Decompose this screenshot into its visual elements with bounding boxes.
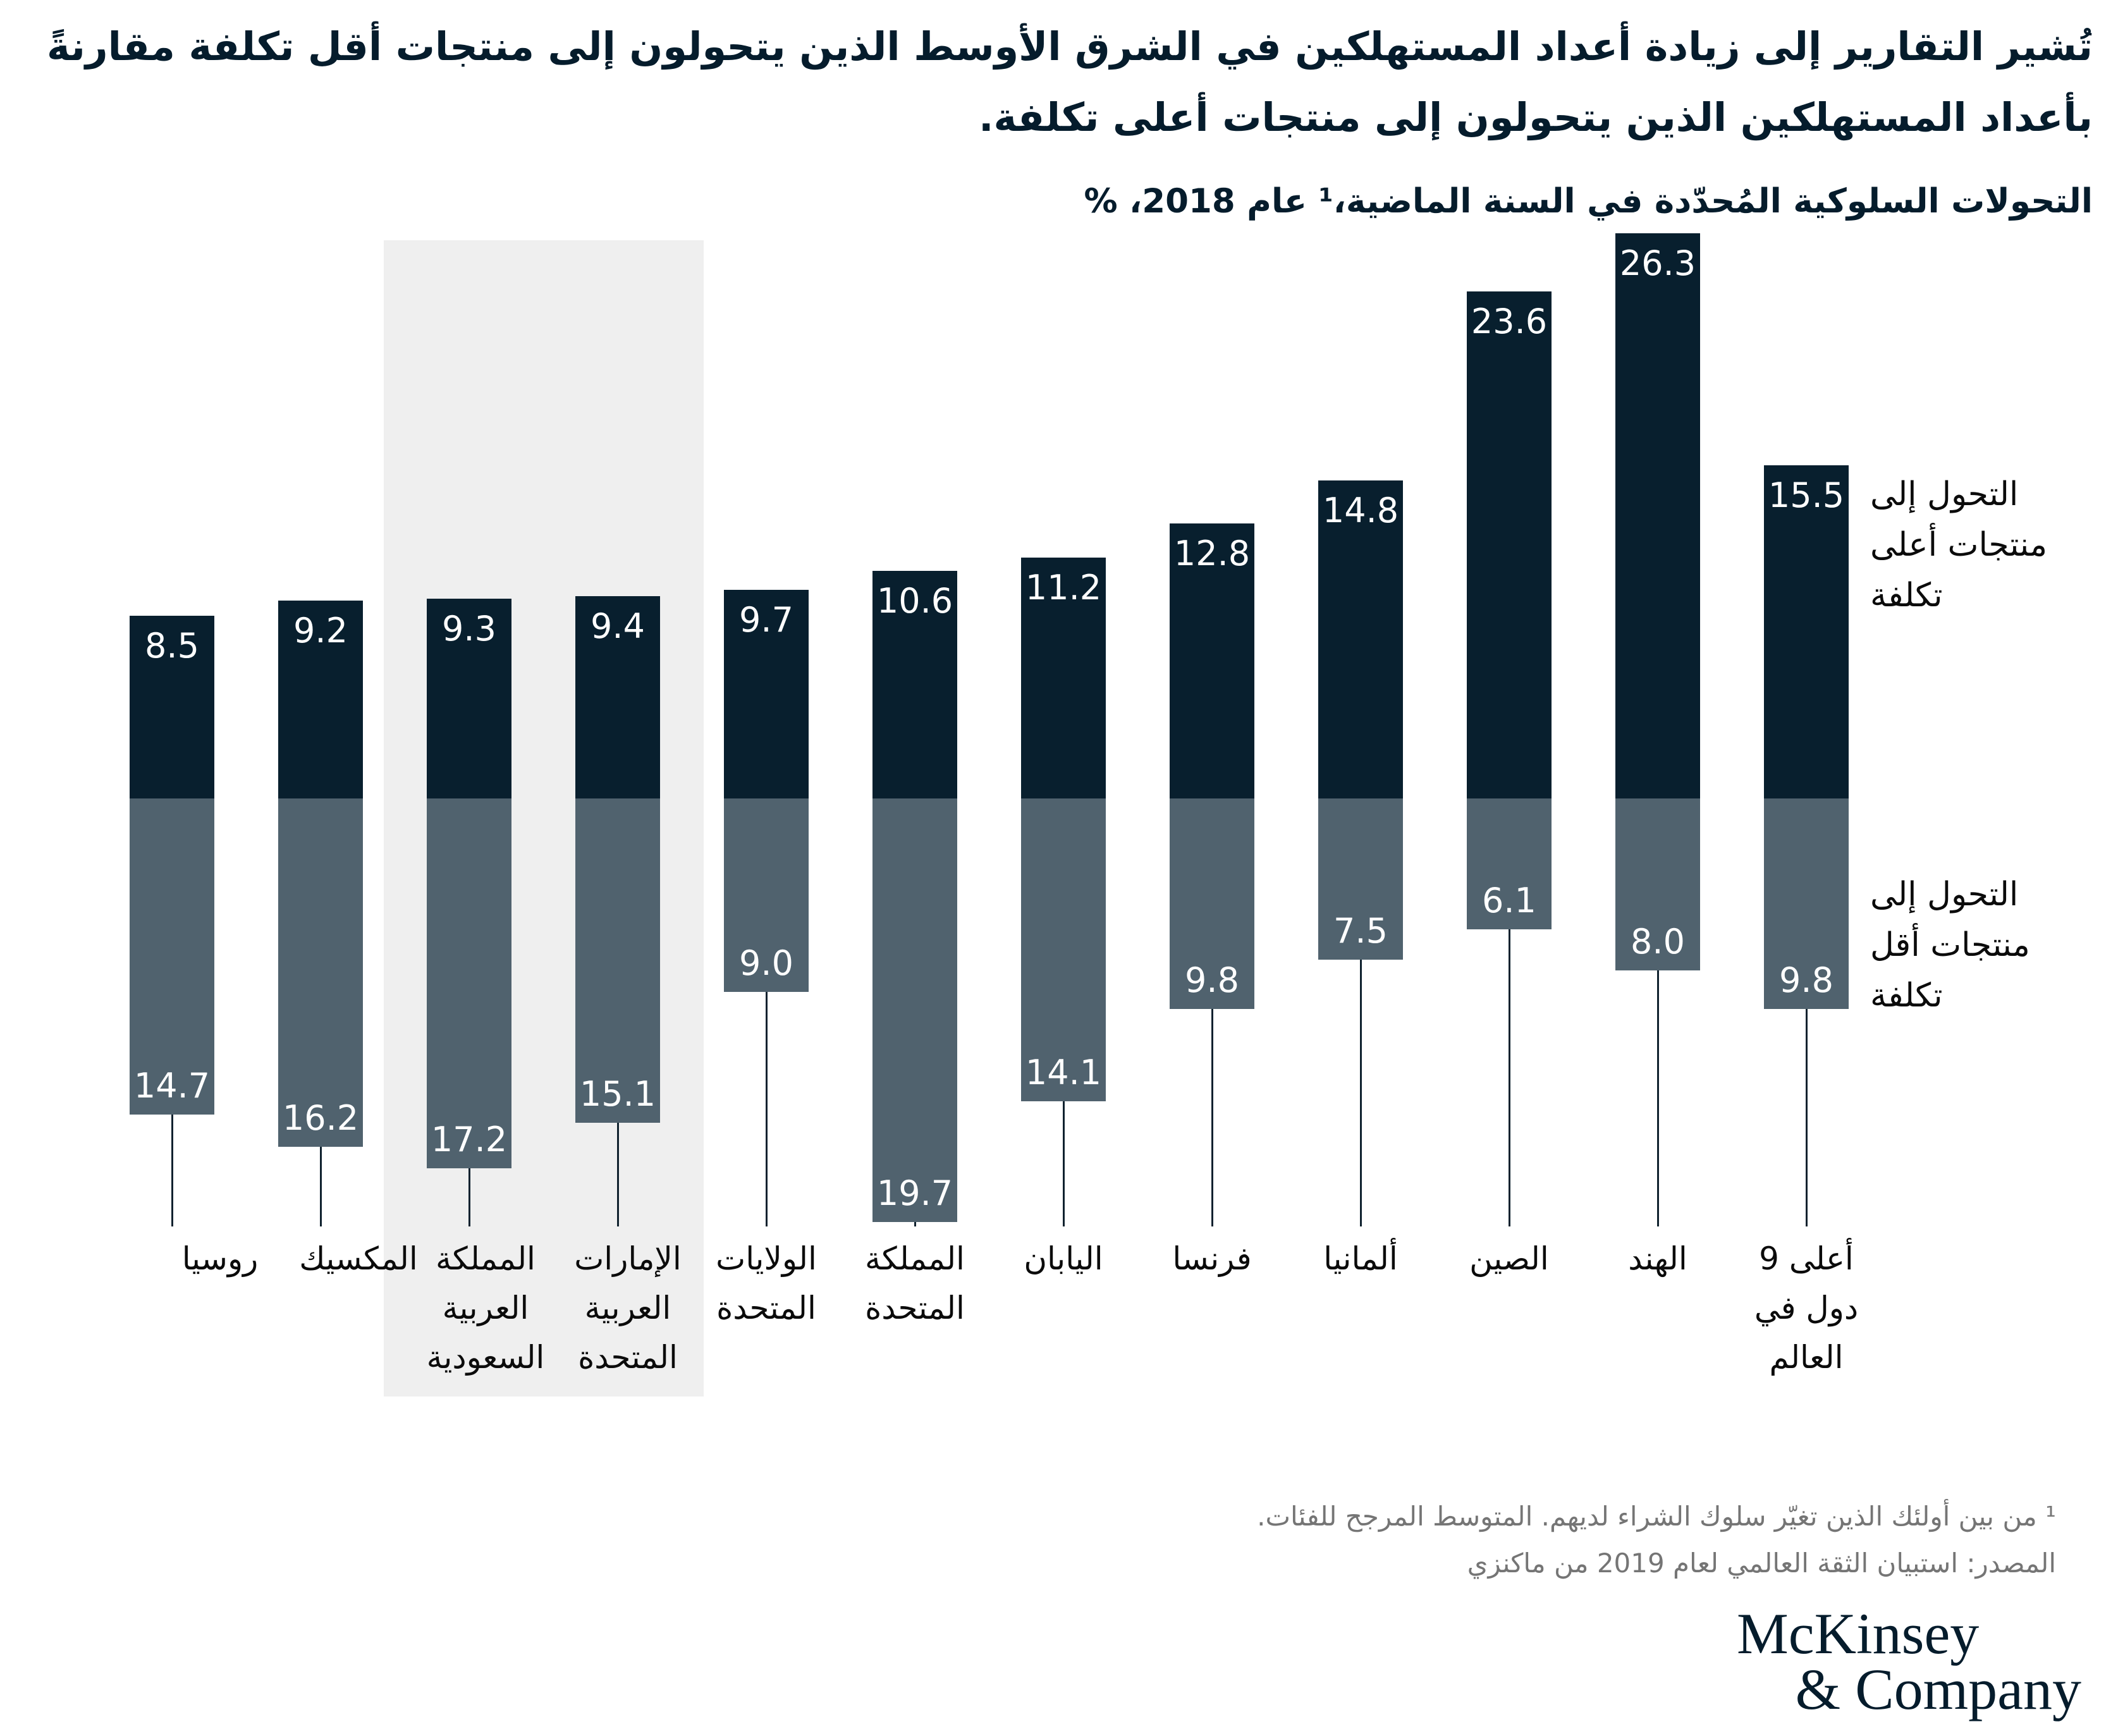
bar-segment-up-russia: 8.5 (130, 616, 214, 798)
bar-segment-up-india: 26.3 (1615, 233, 1700, 798)
category-label-france: فرنسا (1172, 1240, 1252, 1277)
bar-value-up-top-9-world: 15.5 (1768, 475, 1845, 515)
footnotes: ¹ من بين أولئك الذين تغيّر سلوك الشراء ل… (1108, 1493, 2056, 1587)
bar-segment-up-united-kingdom: 10.6 (872, 570, 957, 798)
leader-line-germany (1360, 960, 1362, 1226)
leader-line-united-states (766, 992, 768, 1226)
leader-line-france (1211, 1009, 1213, 1226)
bar-segment-up-saudi-arabia: 9.3 (427, 598, 511, 798)
legend-trade-up: التحول إلى منتجات أعلى تكلفة (1870, 475, 2048, 614)
category-label-united-states: الولايات المتحدة (716, 1240, 817, 1326)
bar-value-up-united-kingdom: 10.6 (876, 580, 953, 621)
leader-line-japan (1063, 1101, 1065, 1226)
bar-segment-up-uae: 9.4 (575, 596, 660, 798)
bar-value-down-japan: 14.1 (1025, 1053, 1102, 1093)
bar-segment-down-russia: 14.7 (130, 798, 214, 1115)
bar-value-down-germany: 7.5 (1333, 911, 1388, 951)
bar-segment-up-france: 12.8 (1170, 523, 1254, 798)
bar-value-down-france: 9.8 (1185, 960, 1239, 1001)
bar-segment-down-india: 8.0 (1615, 798, 1700, 970)
chart-title: تُشير التقارير إلى زيادة أعداد المستهلكي… (47, 23, 2093, 140)
bar-value-down-russia: 14.7 (133, 1065, 211, 1106)
bar-segment-down-united-kingdom: 19.7 (872, 798, 957, 1222)
bar-value-up-saudi-arabia: 9.3 (442, 608, 496, 649)
bar-segment-up-china: 23.6 (1467, 291, 1552, 798)
category-label-germany: ألمانيا (1323, 1240, 1398, 1277)
bar-value-up-japan: 11.2 (1025, 568, 1102, 608)
category-label-uae: الإمارات العربية المتحدة (574, 1240, 682, 1376)
bar-segment-down-japan: 14.1 (1021, 798, 1106, 1102)
bar-segment-up-germany: 14.8 (1318, 480, 1403, 798)
source-text: المصدر: استبيان الثقة العالمي لعام 2019 … (1467, 1548, 2056, 1579)
mckinsey-logo: McKinsey & Company (1737, 1601, 2081, 1721)
category-label-japan: اليابان (1024, 1240, 1103, 1277)
leader-line-top-9-world (1806, 1009, 1808, 1226)
leader-line-united-kingdom (914, 1221, 916, 1226)
bar-value-down-uae: 15.1 (579, 1074, 656, 1115)
category-label-united-kingdom: المملكة المتحدة (865, 1240, 965, 1326)
leader-line-saudi-arabia (468, 1168, 470, 1226)
bar-value-down-india: 8.0 (1631, 922, 1685, 962)
bar-value-up-russia: 8.5 (145, 626, 199, 666)
category-label-saudi-arabia: المملكة العربية السعودية (426, 1240, 545, 1376)
bar-value-up-united-states: 9.7 (739, 600, 793, 640)
leader-line-uae (617, 1123, 619, 1226)
logo-line-1: McKinsey (1737, 1601, 1980, 1666)
bar-segment-up-japan: 11.2 (1021, 558, 1106, 798)
bar-value-up-france: 12.8 (1173, 533, 1251, 573)
bar-segment-down-uae: 15.1 (575, 798, 660, 1123)
bar-value-up-india: 26.3 (1619, 243, 1696, 283)
bar-segment-up-top-9-world: 15.5 (1764, 465, 1849, 798)
bar-value-down-united-kingdom: 19.7 (876, 1173, 953, 1213)
leader-line-india (1657, 970, 1659, 1226)
bar-segment-up-united-states: 9.7 (724, 590, 809, 798)
bar-segment-down-germany: 7.5 (1318, 798, 1403, 960)
bar-value-down-united-states: 9.0 (739, 943, 793, 983)
bar-value-down-china: 6.1 (1482, 881, 1536, 921)
bar-value-up-germany: 14.8 (1322, 490, 1399, 530)
bar-segment-down-mexico: 16.2 (278, 798, 363, 1147)
bar-value-down-top-9-world: 9.8 (1779, 960, 1833, 1001)
category-label-top-9-world: أعلى 9 دول في العالم (1754, 1240, 1859, 1376)
bar-segment-down-united-states: 9.0 (724, 798, 809, 992)
category-label-india: الهند (1628, 1240, 1687, 1277)
category-label-china: الصين (1469, 1240, 1549, 1277)
bar-segment-up-mexico: 9.2 (278, 601, 363, 798)
bar-value-up-uae: 9.4 (591, 606, 645, 647)
category-label-mexico: المكسيك (299, 1240, 418, 1277)
leader-line-mexico (320, 1146, 322, 1226)
leader-line-russia (171, 1114, 173, 1226)
bar-value-up-china: 23.6 (1471, 301, 1548, 341)
bar-value-down-mexico: 16.2 (282, 1097, 359, 1138)
bar-segment-down-saudi-arabia: 17.2 (427, 798, 511, 1168)
category-label-russia: روسيا (181, 1240, 259, 1277)
bar-value-down-saudi-arabia: 17.2 (431, 1119, 508, 1159)
bar-value-up-mexico: 9.2 (293, 611, 348, 651)
bar-segment-down-china: 6.1 (1467, 798, 1552, 930)
logo-line-2: & Company (1795, 1657, 2081, 1721)
bar-segment-down-top-9-world: 9.8 (1764, 798, 1849, 1010)
bar-segment-down-france: 9.8 (1170, 798, 1254, 1010)
leader-line-china (1509, 929, 1510, 1226)
legend-trade-down: التحول إلى منتجات أقل تكلفة (1870, 876, 2030, 1015)
footnote-text: ¹ من بين أولئك الذين تغيّر سلوك الشراء ل… (1257, 1501, 2056, 1532)
chart-subtitle: التحولات السلوكية المُحدّدة في السنة الم… (1084, 182, 2093, 221)
